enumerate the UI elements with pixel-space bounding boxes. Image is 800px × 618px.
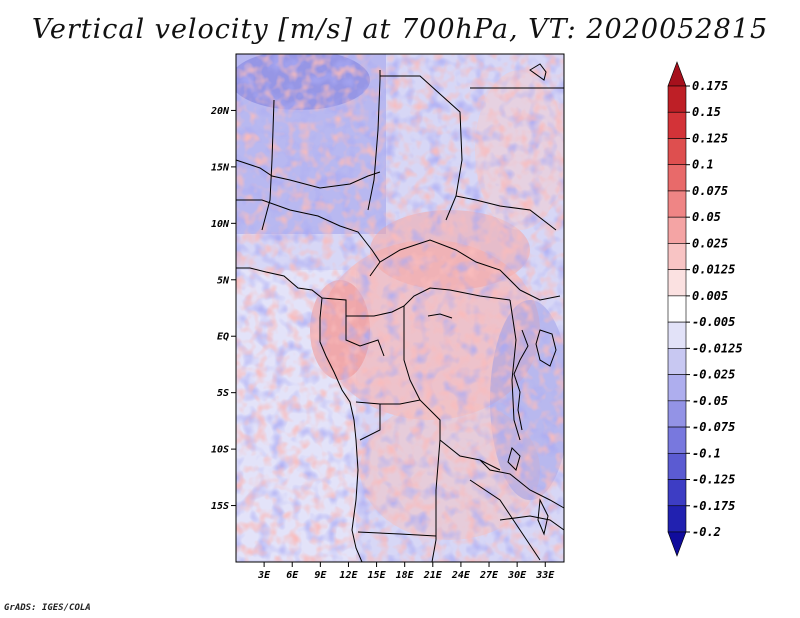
colorbar-swatch: [667, 164, 687, 192]
colorbar-swatch: [667, 479, 687, 507]
longitude-axis: 3E 6E 9E 12E 15E 18E 21E 24E 27E 30E 33E: [257, 562, 555, 581]
lat-label: EQ: [217, 332, 229, 343]
lat-label: 10S: [211, 445, 229, 456]
colorbar-label: -0.025: [692, 368, 735, 382]
colorbar-label: -0.125: [692, 473, 735, 487]
country-borders: [235, 63, 565, 563]
colorbar-swatch: [667, 216, 687, 244]
colorbar-label: 0.1: [692, 158, 714, 172]
colorbar-swatch: [667, 348, 687, 375]
colorbar-swatch: [667, 269, 687, 297]
grads-credit: GrADS: IGES/COLA: [4, 603, 91, 613]
lon-label: 18E: [396, 570, 415, 581]
colorbar-swatch: [667, 111, 687, 139]
colorbar-label: -0.0125: [692, 341, 743, 355]
colorbar-label: -0.175: [692, 499, 735, 513]
lon-label: 30E: [507, 570, 527, 581]
colorbar-label: -0.1: [692, 446, 721, 460]
colorbar: 0.175 0.15 0.125 0.1 0.075 0.05 0.025 0.0125 0.0…: [667, 61, 743, 557]
lon-label: 21E: [423, 570, 443, 581]
map-field: [236, 54, 564, 562]
lon-label: 33E: [535, 570, 555, 581]
colorbar-swatch: [667, 400, 687, 428]
colorbar-label: 0.005: [692, 289, 728, 303]
lat-label: 15S: [211, 501, 229, 512]
colorbar-swatch: [667, 374, 687, 402]
colorbar-swatch: [667, 243, 687, 270]
colorbar-swatch: [667, 452, 687, 480]
lat-label: 5S: [217, 388, 229, 399]
lon-label: 24E: [451, 570, 471, 581]
colorbar-swatch: [667, 321, 687, 349]
colorbar-label: -0.2: [692, 525, 721, 539]
colorbar-label: 0.0125: [692, 263, 735, 277]
colorbar-swatch: [667, 531, 687, 557]
colorbar-label: 0.15: [692, 105, 721, 119]
lat-label: 20N: [210, 106, 230, 117]
colorbar-label: 0.175: [692, 79, 728, 93]
latitude-axis: 20N 15N 10N 5N EQ 5S 10S 15S: [210, 106, 236, 512]
map-title: Vertical velocity [m/s] at 700hPa, VT: 2…: [31, 14, 769, 45]
colorbar-label: 0.075: [692, 184, 728, 198]
lat-label: 5N: [217, 275, 230, 286]
map-frame: [235, 53, 565, 563]
lon-label: 6E: [286, 570, 299, 581]
colorbar-swatch: [667, 295, 687, 323]
colorbar-label: -0.075: [692, 420, 735, 434]
lat-label: 10N: [211, 219, 230, 230]
colorbar-label: -0.05: [692, 394, 728, 408]
colorbar-swatch: [667, 505, 687, 533]
lon-label: 12E: [339, 570, 358, 581]
colorbar-swatch: [667, 426, 687, 454]
lon-label: 9E: [314, 570, 327, 581]
lat-label: 15N: [211, 162, 230, 173]
lon-label: 3E: [257, 570, 271, 581]
lon-label: 15E: [368, 570, 387, 581]
colorbar-swatch: [667, 138, 687, 166]
colorbar-swatch: [667, 190, 687, 218]
colorbar-label: 0.125: [692, 131, 728, 145]
lon-label: 27E: [479, 570, 499, 581]
colorbar-label: 0.05: [692, 210, 721, 224]
colorbar-swatch: [667, 85, 687, 113]
colorbar-label: 0.025: [692, 236, 728, 250]
colorbar-label: -0.005: [692, 315, 735, 329]
colorbar-swatch: [667, 61, 687, 87]
